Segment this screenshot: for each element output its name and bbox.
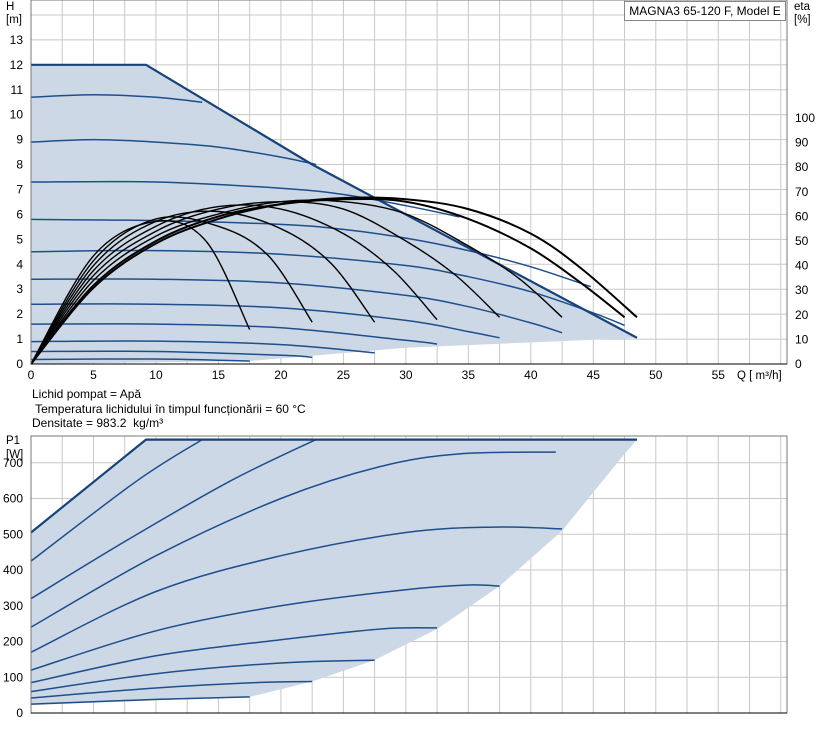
head-y-tick-label: 10 [10, 108, 24, 122]
power-ylabel-line2: [W] [6, 449, 23, 461]
efficiency-curve-8 [30, 196, 638, 365]
power-curve-8 [30, 680, 313, 699]
head-curve-4 [30, 218, 592, 288]
head-y-tick-label: 1 [16, 332, 23, 346]
head-ylabel-line2: [m] [6, 14, 22, 26]
power-envelope-fill [31, 439, 637, 706]
efficiency-curve-2 [30, 216, 313, 365]
eff-y-tick-label: 50 [795, 234, 809, 248]
head-x-tick-label: 35 [462, 368, 476, 382]
eff-y-tick-label: 10 [795, 332, 809, 346]
power-y-tick-label: 200 [3, 635, 23, 649]
head-x-tick-label: 40 [524, 368, 538, 382]
head-y-tick-label: 12 [10, 58, 24, 72]
power-y-tick-label: 100 [3, 670, 23, 684]
head-y-tick-label: 3 [16, 282, 23, 296]
eff-y-tick-label: 100 [795, 111, 815, 125]
eff-y-tick-label: 60 [795, 209, 809, 223]
power-plot-frame [30, 435, 788, 714]
head-curve-11 [30, 358, 250, 362]
head-envelope-fill [31, 64, 637, 365]
eff-y-tick-label: 0 [795, 357, 802, 371]
power-curve-7 [30, 659, 375, 693]
power-ylabel-line1: P1 [6, 435, 20, 447]
power-max-curve [30, 438, 637, 534]
head-y-tick-label: 2 [16, 307, 23, 321]
efficiency-curve-3 [30, 210, 376, 365]
power-curve-5 [30, 584, 500, 671]
density-line: Densitate = 983.2 kg/m³ [32, 416, 164, 430]
head-curve-9 [30, 340, 375, 354]
head-curve-2 [30, 138, 317, 166]
power-curve-6 [30, 627, 438, 684]
head-x-tick-label: 15 [212, 368, 226, 382]
head-curves [30, 63, 638, 362]
head-curve-3 [30, 180, 460, 218]
efficiency-curve-5 [30, 200, 501, 365]
power-y-tick-label: 400 [3, 563, 23, 577]
power-curve-1 [30, 438, 203, 562]
efficiency-curve-1 [30, 220, 251, 365]
head-plot-frame [30, 0, 788, 365]
head-x-tick-label: 30 [399, 368, 413, 382]
head-x-tick-label: 55 [712, 368, 726, 382]
eff-y-tick-label: 30 [795, 283, 809, 297]
power-y-tick-label: 700 [3, 456, 23, 470]
head-ylabel-line1: H [6, 1, 14, 13]
model-label: MAGNA3 65-120 F, Model E [624, 1, 786, 21]
eff-y-tick-label: 80 [795, 160, 809, 174]
head-y-tick-label: 9 [16, 133, 23, 147]
power-y-tick-label: 0 [16, 706, 23, 720]
efficiency-curve-7 [30, 197, 626, 365]
power-y-tick-label: 500 [3, 527, 23, 541]
temperature-line: Temperatura lichidului în timpul funcțio… [32, 402, 306, 416]
head-y-tick-label: 5 [16, 232, 23, 246]
head-curve-5 [30, 249, 625, 327]
head-max-curve [31, 63, 638, 339]
head-x-tick-label: 10 [149, 368, 163, 382]
efficiency-curves [30, 196, 638, 365]
eff-y-tick-label: 20 [795, 308, 809, 322]
eff-y-tick-label: 40 [795, 259, 809, 273]
head-y-tick-label: 11 [11, 83, 24, 97]
head-x-tick-label: 25 [337, 368, 351, 382]
head-y-tick-label: 4 [16, 257, 23, 271]
head-y-tick-label: 6 [16, 207, 23, 221]
power-curve-3 [30, 451, 556, 628]
power-envelope-area [31, 439, 637, 706]
head-y-tick-label: 7 [16, 182, 23, 196]
head-y-tick-label: 0 [16, 357, 23, 371]
head-x-tick-label: 45 [587, 368, 601, 382]
head-curve-1 [30, 93, 203, 103]
head-curve-7 [30, 303, 500, 339]
eff-y-tick-label: 70 [795, 185, 809, 199]
power-y-tick-label: 300 [3, 599, 23, 613]
head-y-tick-label: 8 [16, 158, 23, 172]
head-curve-6 [30, 278, 563, 334]
power-curve-9 [30, 696, 250, 705]
head-envelope-area [31, 64, 637, 365]
head-curve-10 [30, 350, 313, 359]
head-y-tick-label: 13 [10, 33, 24, 47]
power-curve-2 [30, 438, 317, 600]
power-curve-4 [30, 526, 563, 653]
head-x-tick-label: 0 [28, 368, 35, 382]
head-x-tick-label: 5 [90, 368, 97, 382]
fluid-line: Lichid pompat = Apă [32, 387, 142, 401]
eff-ylabel-line1: eta [794, 1, 811, 13]
eff-y-tick-label: 90 [795, 136, 809, 150]
head-curve-8 [30, 323, 438, 345]
head-x-tick-label: 50 [649, 368, 663, 382]
power-tick-labels: 0 100 200 300 400 500 600 700 [3, 456, 23, 720]
power-curves [30, 438, 637, 705]
eff-ylabel-line2: [%] [794, 14, 811, 26]
head-x-tick-label: 20 [274, 368, 288, 382]
head-xlabel: Q [ m³/h] [737, 370, 782, 382]
head-tick-labels: 0123456789101112130102030405060708090100… [10, 33, 816, 382]
power-y-tick-label: 600 [3, 492, 23, 506]
